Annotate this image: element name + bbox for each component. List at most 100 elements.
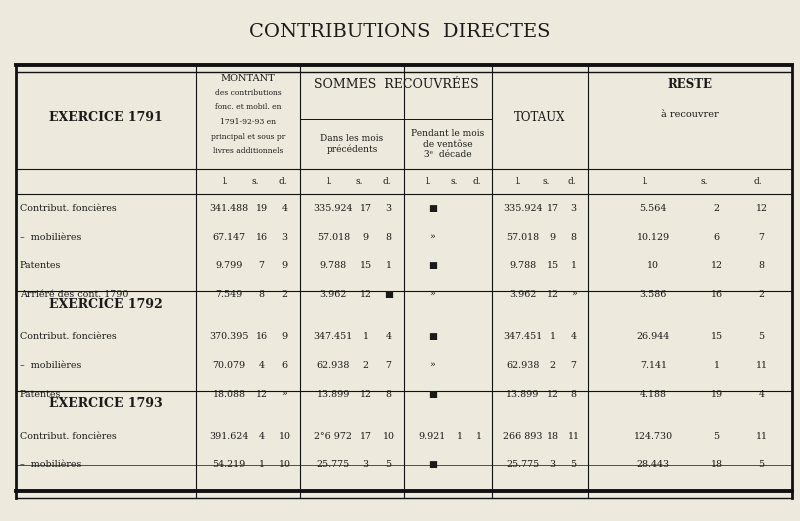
Text: CONTRIBUTIONS  DIRECTES: CONTRIBUTIONS DIRECTES <box>250 23 550 42</box>
Text: ■: ■ <box>428 461 437 469</box>
Text: des contributions: des contributions <box>214 89 282 97</box>
Text: 335.924: 335.924 <box>503 204 542 213</box>
Text: ■: ■ <box>428 332 437 341</box>
Text: Pendant le mois
de ventôse
3ᵉ  décade: Pendant le mois de ventôse 3ᵉ décade <box>411 129 485 159</box>
Text: Contribut. foncières: Contribut. foncières <box>20 332 117 341</box>
Text: 2: 2 <box>758 290 765 299</box>
Text: 26.944: 26.944 <box>637 332 670 341</box>
Text: 3: 3 <box>282 233 287 242</box>
Text: 11: 11 <box>568 432 579 441</box>
Text: 4: 4 <box>258 361 265 370</box>
Text: l.: l. <box>642 177 648 187</box>
Text: 1: 1 <box>476 432 482 441</box>
Text: 3: 3 <box>550 461 555 469</box>
Text: »: » <box>282 390 287 399</box>
Text: 57.018: 57.018 <box>506 233 539 242</box>
Text: 11: 11 <box>755 361 767 370</box>
Text: 6: 6 <box>282 361 287 370</box>
Text: 1: 1 <box>550 332 555 341</box>
Text: 10: 10 <box>278 461 290 469</box>
Text: 1: 1 <box>570 262 577 270</box>
Text: MONTANT: MONTANT <box>221 73 275 83</box>
Text: 70.079: 70.079 <box>213 361 246 370</box>
Text: 9.921: 9.921 <box>418 432 446 441</box>
Text: 19: 19 <box>255 204 267 213</box>
Text: 3: 3 <box>362 461 369 469</box>
Text: s.: s. <box>701 177 708 187</box>
Text: 17: 17 <box>546 204 558 213</box>
Text: 7: 7 <box>258 262 265 270</box>
Text: ■: ■ <box>428 390 437 399</box>
Text: livres additionnels: livres additionnels <box>213 147 283 155</box>
Text: 12: 12 <box>546 390 558 399</box>
Text: s.: s. <box>450 177 458 187</box>
Text: 9: 9 <box>362 233 369 242</box>
Text: RESTE: RESTE <box>667 79 713 91</box>
Text: 12: 12 <box>359 290 371 299</box>
Text: 1: 1 <box>362 332 369 341</box>
Text: d.: d. <box>567 177 576 187</box>
Text: 5: 5 <box>386 461 391 469</box>
Text: 8: 8 <box>386 390 391 399</box>
Text: 7.141: 7.141 <box>640 361 666 370</box>
Text: d.: d. <box>278 177 286 187</box>
Text: »: » <box>430 290 435 299</box>
Text: 4.188: 4.188 <box>640 390 666 399</box>
Text: TOTAUX: TOTAUX <box>514 111 566 123</box>
Text: 57.018: 57.018 <box>317 233 350 242</box>
Text: l.: l. <box>222 177 228 187</box>
Text: 124.730: 124.730 <box>634 432 673 441</box>
Text: 15: 15 <box>359 262 371 270</box>
Text: 54.219: 54.219 <box>213 461 246 469</box>
Text: s.: s. <box>355 177 363 187</box>
Text: 9: 9 <box>282 332 287 341</box>
Text: 67.147: 67.147 <box>213 233 246 242</box>
Text: 11: 11 <box>755 432 767 441</box>
Text: 1: 1 <box>386 262 391 270</box>
Text: Contribut. foncières: Contribut. foncières <box>20 432 117 441</box>
Text: Contribut. foncières: Contribut. foncières <box>20 204 117 213</box>
Text: ■: ■ <box>428 262 437 270</box>
Text: 16: 16 <box>710 290 722 299</box>
Text: ■: ■ <box>428 204 437 213</box>
Text: 347.451: 347.451 <box>314 332 353 341</box>
Text: EXERCICE 1793: EXERCICE 1793 <box>49 398 163 411</box>
Text: 1: 1 <box>457 432 462 441</box>
Text: 7.549: 7.549 <box>216 290 243 299</box>
Text: 347.451: 347.451 <box>503 332 542 341</box>
Text: 266 893: 266 893 <box>503 432 542 441</box>
Text: 16: 16 <box>255 332 267 341</box>
Text: 4: 4 <box>282 204 287 213</box>
Text: ■: ■ <box>384 290 393 299</box>
Text: 7: 7 <box>386 361 391 370</box>
Text: 12: 12 <box>710 262 722 270</box>
Text: 3: 3 <box>570 204 577 213</box>
Text: 3.586: 3.586 <box>639 290 667 299</box>
Text: 16: 16 <box>255 233 267 242</box>
Text: 391.624: 391.624 <box>210 432 249 441</box>
Text: »: » <box>430 361 435 370</box>
Text: d.: d. <box>473 177 482 187</box>
Text: »: » <box>430 233 435 242</box>
Text: EXERCICE 1791: EXERCICE 1791 <box>49 111 163 123</box>
Text: 2°6 972: 2°6 972 <box>314 432 352 441</box>
Text: s.: s. <box>251 177 259 187</box>
Text: –  mobilières: – mobilières <box>20 361 82 370</box>
Text: l.: l. <box>426 177 431 187</box>
Text: 4: 4 <box>386 332 391 341</box>
Text: 28.443: 28.443 <box>637 461 670 469</box>
Text: 3.962: 3.962 <box>319 290 347 299</box>
Text: »: » <box>570 290 577 299</box>
Text: d.: d. <box>382 177 390 187</box>
Text: 6: 6 <box>714 233 719 242</box>
Text: 19: 19 <box>710 390 722 399</box>
Text: Arriéré des cont. 1790: Arriéré des cont. 1790 <box>20 290 128 299</box>
Text: principal et sous pr: principal et sous pr <box>211 132 285 141</box>
Text: 62.938: 62.938 <box>506 361 539 370</box>
Text: 9.799: 9.799 <box>215 262 243 270</box>
Text: 5: 5 <box>758 461 765 469</box>
Text: 25.775: 25.775 <box>506 461 539 469</box>
Text: 18: 18 <box>546 432 558 441</box>
Text: 12: 12 <box>255 390 267 399</box>
Text: 7: 7 <box>570 361 577 370</box>
